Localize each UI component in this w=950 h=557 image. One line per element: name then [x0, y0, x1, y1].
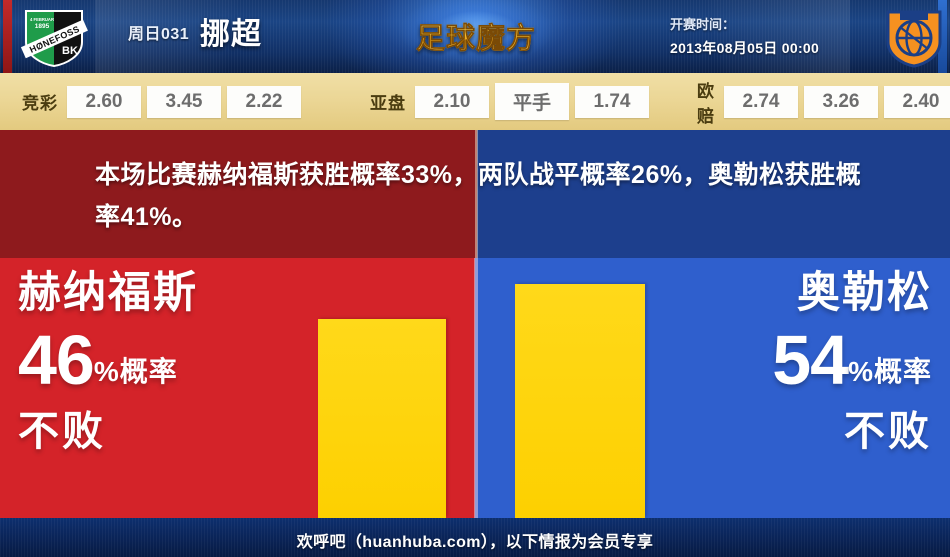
- away-stats: 奥勒松 54%概率 不败: [632, 258, 932, 518]
- odds-bar: 竞彩 2.60 3.45 2.22 亚盘 2.10 平手 1.74 欧赔 2.7…: [0, 73, 950, 130]
- honefoss-bk-crest-icon: HØNEFOSS 4 FEBRUAR 1895 BK: [20, 10, 88, 68]
- svg-text:BK: BK: [62, 45, 78, 57]
- banner-right-half: [477, 130, 950, 258]
- brand-logo-glow: [378, 0, 574, 73]
- away-probability-suffix: %概率: [848, 356, 932, 387]
- odds-cell[interactable]: 2.74: [724, 85, 798, 118]
- brand-logo-text: 足球魔方: [378, 15, 574, 57]
- probability-comparison-chart: 赫纳福斯 46%概率 不败 奥勒松 54%概率 不败: [0, 258, 950, 518]
- footer-bar: 欢呼吧（huanhuba.com），以下情报为会员专享: [0, 518, 950, 557]
- odds-group-title: 竞彩: [22, 94, 58, 113]
- prediction-statement-banner: 本场比赛赫纳福斯获胜概率33%，两队战平概率26%，奥勒松获胜概率41%。: [0, 130, 950, 258]
- home-outcome-label: 不败: [18, 408, 106, 454]
- home-team-name: 赫纳福斯: [18, 269, 198, 317]
- odds-cell[interactable]: 3.26: [804, 85, 878, 118]
- home-probability-value: 46: [18, 321, 95, 399]
- away-probability-value: 54: [772, 321, 849, 399]
- odds-cell[interactable]: 2.60: [67, 85, 141, 118]
- away-probability-row: 54%概率: [632, 325, 932, 395]
- odds-group-oupei: 欧赔 2.74 3.26 2.40: [697, 73, 950, 130]
- home-probability-suffix: %概率: [93, 356, 178, 387]
- odds-group-yapan: 亚盘 2.10 平手 1.74: [370, 73, 655, 130]
- kickoff-label: 开赛时间：: [670, 17, 736, 32]
- odds-cell[interactable]: 3.45: [147, 85, 221, 118]
- header-diagonal-sheen-left: [95, 0, 325, 73]
- odds-group-title: 欧赔: [697, 81, 715, 126]
- svg-text:4 FEBRUAR: 4 FEBRUAR: [30, 17, 54, 22]
- bar-away-probability: [515, 284, 645, 518]
- match-round-label: 周日031: [128, 26, 190, 43]
- header-accent-stripe-right: [938, 0, 947, 73]
- home-probability-row: 46%概率: [18, 325, 318, 395]
- odds-cell[interactable]: 平手: [495, 83, 569, 120]
- prediction-statement-text: 本场比赛赫纳福斯获胜概率33%，两队战平概率26%，奥勒松获胜概率41%。: [95, 161, 862, 231]
- odds-group-jingcai: 竞彩 2.60 3.45 2.22: [22, 73, 307, 130]
- odds-cell[interactable]: 2.10: [415, 85, 489, 118]
- aalesunds-fk-crest-icon: [886, 10, 942, 68]
- odds-group-title: 亚盘: [370, 94, 406, 113]
- league-name: 挪超: [200, 18, 262, 51]
- kickoff-time: 2013年08月05日 00:00: [670, 40, 820, 56]
- footer-promo-text: 欢呼吧（huanhuba.com），以下情报为会员专享: [296, 534, 654, 551]
- brand-logo[interactable]: 足球魔方: [378, 0, 574, 73]
- bar-home-probability: [318, 319, 446, 518]
- home-stats: 赫纳福斯 46%概率 不败: [18, 258, 318, 518]
- odds-cell[interactable]: 2.22: [227, 85, 301, 118]
- odds-cell[interactable]: 1.74: [575, 85, 649, 118]
- header-bar: HØNEFOSS 4 FEBRUAR 1895 BK 周日031 挪超 足球魔方…: [0, 0, 950, 73]
- banner-divider: [475, 130, 478, 258]
- away-team-name: 奥勒松: [797, 269, 932, 317]
- header-diagonal-sheen-right: [620, 0, 850, 73]
- panel-divider: [474, 258, 478, 518]
- odds-cell[interactable]: 2.40: [884, 85, 950, 118]
- away-outcome-label: 不败: [844, 408, 932, 454]
- banner-left-half: [0, 130, 477, 258]
- header-accent-stripe-left: [3, 0, 12, 73]
- svg-text:1895: 1895: [35, 23, 50, 30]
